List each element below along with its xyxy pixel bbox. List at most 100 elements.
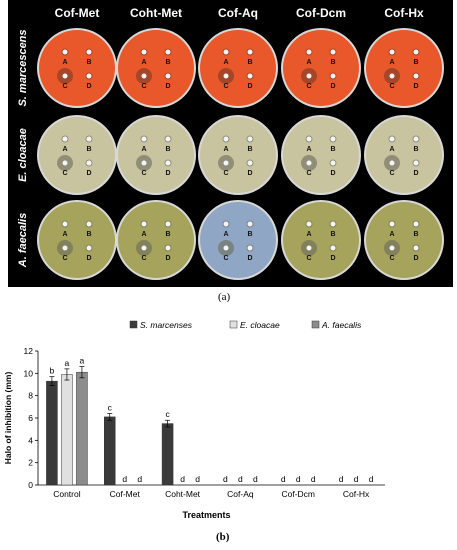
column-header: Cof-Dcm [296, 6, 346, 20]
well [223, 73, 229, 79]
well [330, 221, 336, 227]
well [413, 221, 419, 227]
petri-dish [283, 30, 359, 106]
x-tick-label: Cof-Met [110, 489, 141, 499]
well-label: B [86, 146, 91, 153]
y-tick-label: 0 [28, 480, 33, 490]
y-tick-label: 2 [28, 458, 33, 468]
column-header: Cof-Met [55, 6, 100, 20]
well-label: B [330, 231, 335, 238]
well-label: D [330, 83, 335, 90]
well-label: A [62, 231, 67, 238]
petri-dish [200, 202, 276, 278]
well-label: A [223, 59, 228, 66]
well [223, 245, 229, 251]
x-tick-label: Cof-Hx [343, 489, 370, 499]
bar-label: d [122, 474, 127, 484]
well [165, 160, 171, 166]
well-label: A [306, 231, 311, 238]
well-label: B [413, 146, 418, 153]
well [330, 49, 336, 55]
well [389, 245, 395, 251]
well [413, 160, 419, 166]
well [165, 221, 171, 227]
column-header: Coht-Met [130, 6, 182, 20]
well-label: D [247, 83, 252, 90]
petri-dish [283, 202, 359, 278]
bar-label: d [281, 474, 286, 484]
bar [61, 374, 73, 486]
chart-legend: S. marcenses E. cloacae A. faecalis [129, 320, 362, 330]
petri-dish [283, 117, 359, 193]
well-label: A [223, 231, 228, 238]
bar-label: a [65, 358, 70, 368]
well [247, 160, 253, 166]
well [330, 245, 336, 251]
column-header: Cof-Aq [218, 6, 258, 20]
well-label: B [86, 231, 91, 238]
well-label: A [62, 59, 67, 66]
bar-label: d [253, 474, 258, 484]
well [141, 221, 147, 227]
well [247, 49, 253, 55]
well-label: A [223, 146, 228, 153]
well-label: A [62, 146, 67, 153]
x-axis-label: Treatments [182, 510, 230, 520]
legend-label: S. marcenses [140, 320, 193, 330]
bar-label: a [80, 356, 85, 366]
well-label: A [389, 59, 394, 66]
well-label: D [413, 255, 418, 262]
plate-photo-grid: Cof-Met Coht-Met Cof-Aq Cof-Dcm Cof-Hx S. ma… [8, 0, 453, 287]
well-label: C [223, 255, 228, 262]
y-tick-label: 4 [28, 435, 33, 445]
legend-label: A. faecalis [321, 320, 362, 330]
bar [76, 371, 88, 486]
legend-label: E. cloacae [240, 320, 280, 330]
well-label: B [247, 146, 252, 153]
bar-label: d [137, 474, 142, 484]
x-tick-label: Cof-Dcm [281, 489, 315, 499]
well [389, 136, 395, 142]
well [389, 160, 395, 166]
well [247, 73, 253, 79]
row-label: A. faecalis [17, 213, 29, 268]
petri-dish [200, 30, 276, 106]
petri-dish [118, 202, 194, 278]
bar-label: d [369, 474, 374, 484]
legend-swatch [129, 320, 138, 329]
petri-dish [366, 117, 442, 193]
well [413, 49, 419, 55]
well [306, 245, 312, 251]
plates: A B C D A B C D A B C D A B C D A B C D A B C D A B C D A B C D A B C D A B C D… [37, 28, 444, 280]
well-label: D [86, 255, 91, 262]
column-header: Cof-Hx [384, 6, 424, 20]
well-label: A [141, 146, 146, 153]
well-label: C [223, 170, 228, 177]
legend-swatch [311, 320, 320, 329]
bar-label: d [311, 474, 316, 484]
bar [104, 416, 116, 486]
petri-dish [39, 117, 115, 193]
well-label: B [165, 59, 170, 66]
bar-label: d [296, 474, 301, 484]
petri-dish [39, 30, 115, 106]
petri-dish [118, 30, 194, 106]
x-tick-label: Control [53, 489, 81, 499]
well [247, 136, 253, 142]
bar-label: c [108, 403, 113, 413]
well-label: D [330, 255, 335, 262]
well-label: D [413, 83, 418, 90]
well-label: B [86, 59, 91, 66]
well [413, 136, 419, 142]
well-label: A [389, 231, 394, 238]
row-label: S. marcescens [17, 29, 29, 106]
well-label: C [62, 83, 67, 90]
well [306, 221, 312, 227]
chart-bar-labels: ba acd dcd d d d d d d d d d d [50, 356, 374, 484]
well [223, 160, 229, 166]
well [141, 160, 147, 166]
chart-bars [46, 366, 174, 486]
well [413, 245, 419, 251]
y-tick-label: 10 [24, 368, 34, 378]
well [165, 245, 171, 251]
